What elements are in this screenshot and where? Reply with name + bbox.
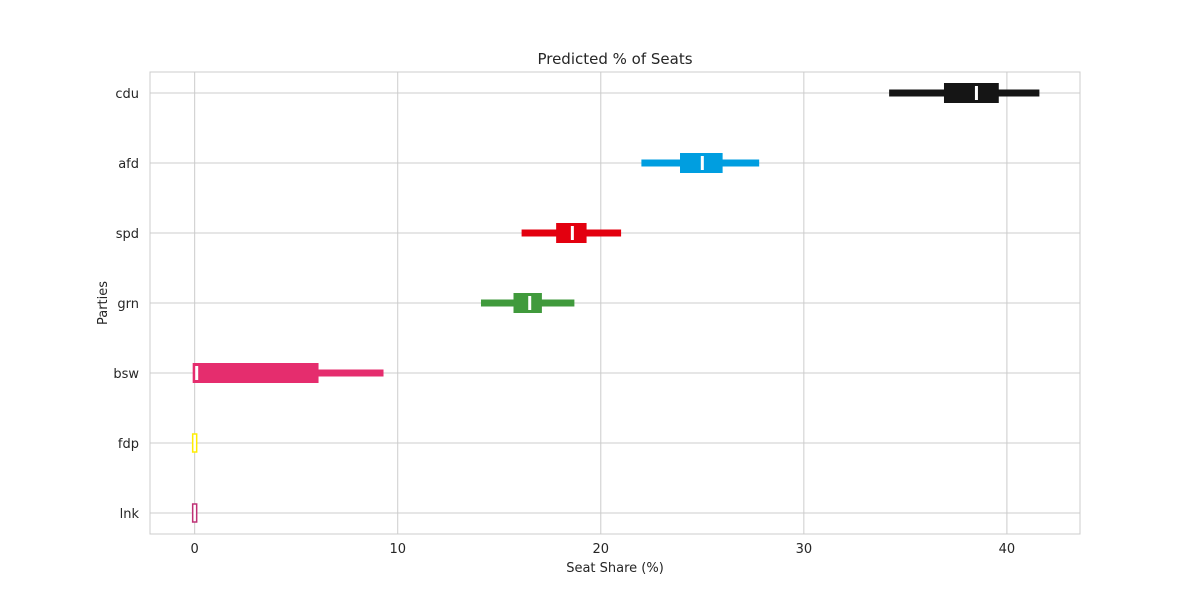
interval-lnk	[191, 503, 198, 523]
interval-spd	[521, 223, 622, 243]
x-tick-label: 20	[593, 542, 610, 557]
ticks-layer: 0 10 20 30 40 cdu afd spd grn bsw fdp lnk	[113, 87, 1015, 557]
y-tick-label: bsw	[113, 367, 139, 382]
y-tick-label: fdp	[118, 437, 139, 452]
grid-layer	[150, 72, 1080, 534]
y-tick-label: spd	[116, 227, 139, 242]
x-tick-label: 40	[999, 542, 1016, 557]
interval-box-lnk	[191, 503, 198, 523]
inner-interval-cdu	[943, 83, 999, 103]
interval-cdu	[889, 83, 1040, 103]
y-axis-label: Parties	[96, 281, 111, 325]
plot-area-frame	[149, 71, 1081, 535]
y-tick-label: cdu	[115, 87, 139, 102]
interval-grn	[480, 293, 575, 313]
x-axis-label: Seat Share (%)	[566, 561, 664, 576]
x-tick-label: 10	[389, 542, 406, 557]
inner-interval-grn	[513, 293, 542, 313]
interval-box-fdp	[191, 433, 198, 453]
interval-fdp	[191, 433, 198, 453]
x-tick-label: 30	[796, 542, 813, 557]
interval-afd	[641, 153, 760, 173]
interval-bsw	[192, 363, 384, 383]
marks-layer	[191, 83, 1040, 523]
chart-title: Predicted % of Seats	[537, 50, 692, 68]
y-tick-label: afd	[118, 157, 139, 172]
y-tick-label: lnk	[120, 507, 140, 522]
inner-interval-bsw	[192, 363, 319, 383]
y-tick-label: grn	[117, 297, 139, 312]
x-tick-label: 0	[191, 542, 199, 557]
